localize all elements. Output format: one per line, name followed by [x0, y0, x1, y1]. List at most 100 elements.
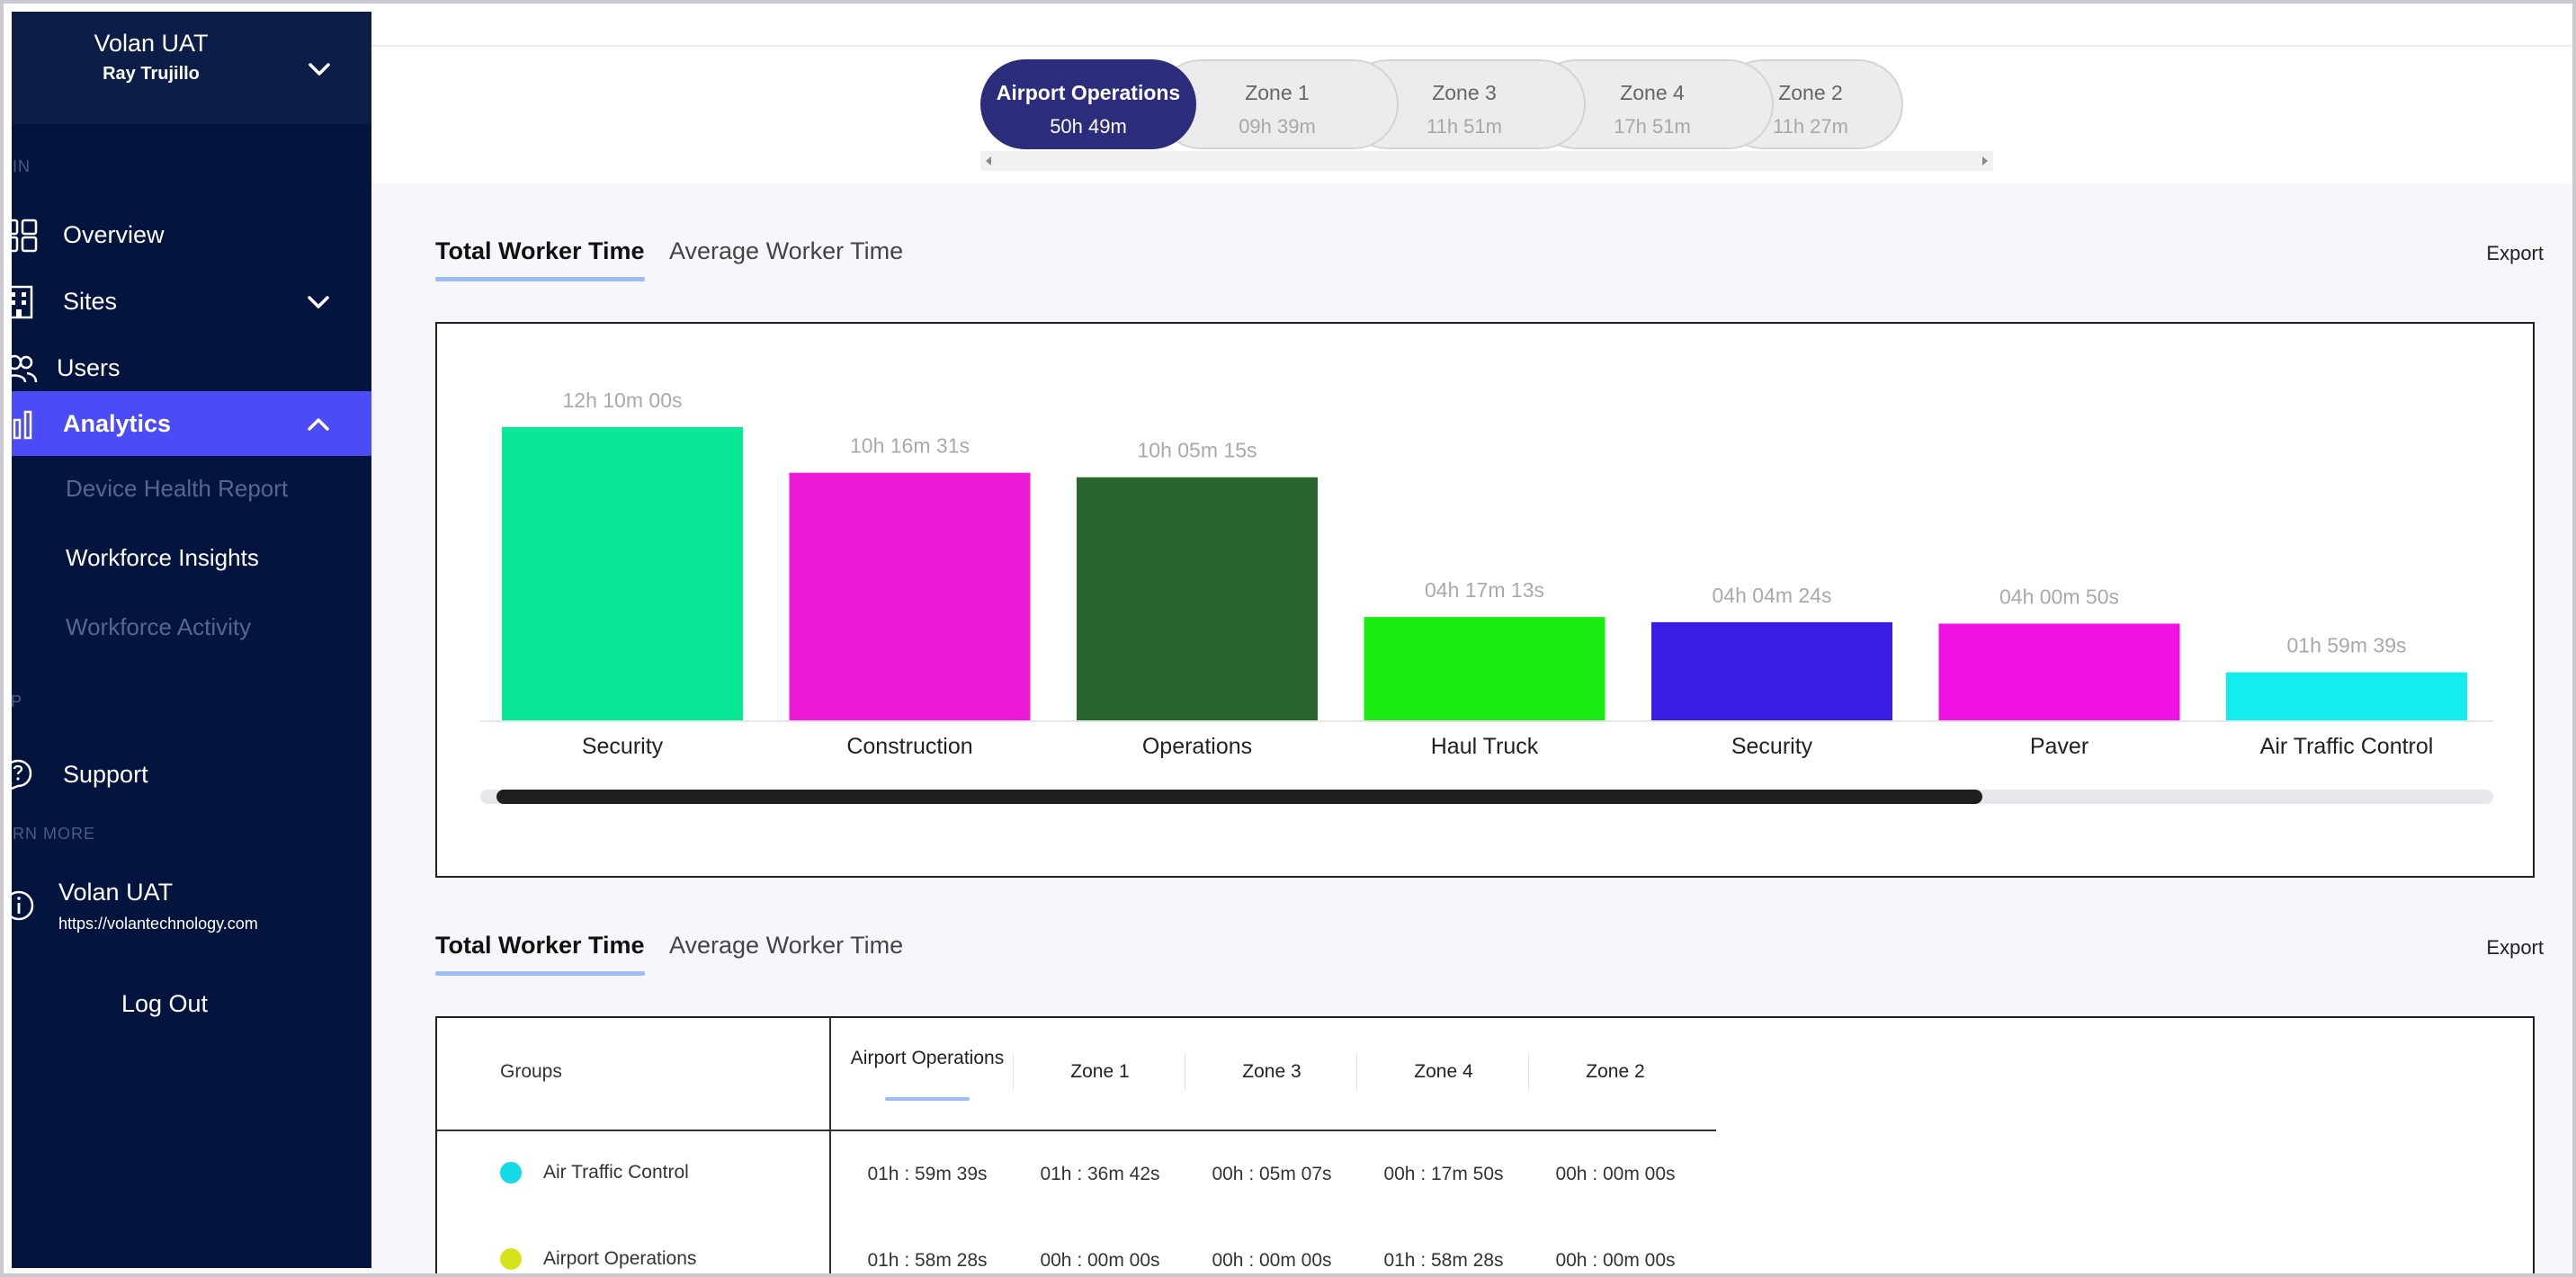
sidebar-item-label: Overview — [63, 220, 165, 248]
table-row-group[interactable]: Airport Operations — [543, 1248, 697, 1269]
table-cell: 00h : 00m 00s — [1212, 1250, 1332, 1271]
chevron-up-icon[interactable] — [301, 407, 335, 442]
chevron-down-icon[interactable] — [301, 285, 335, 319]
org-name: Volan UAT — [94, 30, 209, 57]
sidebar-item-analytics[interactable]: Analytics — [12, 391, 371, 456]
table-cell: 01h : 58m 28s — [1383, 1250, 1504, 1271]
sidebar-item-label: Users — [57, 353, 121, 381]
table-cell: 00h : 17m 50s — [1383, 1164, 1504, 1184]
tab-total-worker-time[interactable]: Total Worker Time — [435, 237, 645, 281]
scroll-right-arrow-icon[interactable] — [1982, 156, 1988, 165]
worker-time-chart: 12h 10m 00s Security 10h 16m 31s Constructi… — [435, 322, 2535, 878]
main-content: Zone 2 11h 27m Zone 4 17h 51m Zone 3 11h… — [371, 0, 2572, 1277]
zone-name: Zone 1 — [1245, 81, 1310, 104]
category-label: Construction — [846, 734, 972, 759]
bar-value-label: 10h 16m 31s — [850, 434, 970, 458]
bar-value-label: 04h 17m 13s — [1425, 578, 1544, 602]
users-icon — [12, 354, 38, 383]
zone-pill-airport-operations[interactable]: Airport Operations 50h 49m — [980, 59, 1196, 149]
sidebar-item-label: Support — [63, 760, 148, 788]
zone-name: Zone 2 — [1778, 81, 1843, 104]
bar-chart: 12h 10m 00s Security 10h 16m 31s Constructi… — [480, 388, 2493, 759]
grid-icon — [12, 219, 38, 253]
header-column-zone-3[interactable]: Zone 3 — [1242, 1061, 1301, 1082]
group-color-dot — [500, 1248, 522, 1270]
zone-time: 11h 27m — [1773, 115, 1848, 138]
chart-bar[interactable] — [2226, 672, 2467, 720]
sidebar-item-about[interactable]: Volan UAT https://volantechnology.com — [12, 875, 371, 947]
sidebar-subitem-workforce-activity[interactable]: Workforce Activity — [66, 613, 252, 640]
header-divider — [437, 1130, 1716, 1131]
section-learn-more-label: ARN MORE — [12, 825, 96, 843]
table-cell: 00h : 05m 07s — [1212, 1164, 1332, 1184]
chart-scrollbar-thumb[interactable] — [496, 790, 1982, 804]
zone-name: Zone 3 — [1432, 81, 1497, 104]
sidebar-item-sites[interactable]: Sites — [12, 269, 371, 334]
user-name: Ray Trujillo — [103, 64, 200, 84]
sidebar-item-overview[interactable]: Overview — [12, 202, 371, 267]
zone-selector: Zone 2 11h 27m Zone 4 17h 51m Zone 3 11h… — [371, 47, 2572, 183]
zone-time: 50h 49m — [1050, 115, 1127, 138]
header-column-zone-4[interactable]: Zone 4 — [1414, 1061, 1473, 1082]
category-label: Security — [1731, 734, 1813, 759]
chevron-down-icon[interactable] — [301, 51, 337, 87]
org-switcher[interactable]: Volan UAT Ray Trujillo — [12, 12, 371, 124]
table-cell: 01h : 58m 28s — [867, 1250, 988, 1271]
sidebar-item-support[interactable]: Support — [12, 742, 371, 807]
building-icon — [12, 285, 33, 319]
chart-bar[interactable] — [1938, 623, 2180, 720]
section-main-label: AIN — [12, 157, 31, 175]
header-groups[interactable]: Groups — [500, 1061, 562, 1082]
sidebar-subitem-device-health[interactable]: Device Health Report — [66, 475, 289, 502]
category-label: Haul Truck — [1431, 734, 1539, 759]
category-label: Air Traffic Control — [2260, 734, 2434, 759]
tab-total-worker-time[interactable]: Total Worker Time — [435, 932, 645, 976]
table-cell: 00h : 00m 00s — [1040, 1250, 1160, 1271]
worker-time-table: Groups Airport Operations Zone 1 Zone 3 … — [435, 1016, 2535, 1277]
table-cell: 00h : 00m 00s — [1555, 1164, 1676, 1184]
zone-time: 09h 39m — [1239, 115, 1316, 138]
section-help-label: LP — [12, 692, 23, 710]
header-column-zone-1[interactable]: Zone 1 — [1070, 1061, 1130, 1082]
table-export-button[interactable]: Export — [2486, 936, 2544, 959]
table-row-group[interactable]: Air Traffic Control — [543, 1162, 689, 1183]
sidebar-item-users[interactable]: Users — [12, 335, 371, 400]
header-separator — [1013, 1054, 1014, 1090]
chart-export-button[interactable]: Export — [2486, 242, 2544, 264]
category-label: Operations — [1142, 734, 1252, 759]
support-chat-icon — [12, 759, 32, 790]
bar-value-label: 12h 10m 00s — [563, 388, 683, 412]
chart-bar[interactable] — [1364, 617, 1606, 720]
zone-pill-zone-1[interactable]: Zone 1 09h 39m — [1156, 59, 1399, 149]
category-label: Security — [582, 734, 664, 759]
bar-value-label: 04h 00m 50s — [1999, 585, 2119, 608]
header-separator — [1528, 1054, 1529, 1090]
chart-bar[interactable] — [502, 427, 743, 720]
category-label: Paver — [2030, 734, 2089, 759]
chart-scrollbar[interactable] — [480, 790, 2493, 804]
sidebar-item-label: Sites — [63, 287, 118, 315]
chart-bar[interactable] — [1651, 621, 1892, 720]
zone-scrollbar[interactable] — [980, 151, 1993, 171]
bar-value-label: 04h 04m 24s — [1713, 584, 1832, 607]
bar-value-label: 01h 59m 39s — [2287, 634, 2407, 657]
table-cell: 01h : 59m 39s — [867, 1164, 988, 1184]
scroll-left-arrow-icon[interactable] — [986, 156, 991, 165]
chart-bar[interactable] — [1077, 477, 1318, 720]
about-url[interactable]: https://volantechnology.com — [58, 915, 258, 933]
chart-bar[interactable] — [789, 472, 1031, 720]
table-cell: 00h : 00m 00s — [1555, 1250, 1676, 1271]
sidebar: Volan UAT Ray Trujillo AIN Overview Site… — [12, 12, 371, 1268]
column-divider — [829, 1018, 831, 1277]
tab-average-worker-time[interactable]: Average Worker Time — [669, 237, 904, 264]
logout-button[interactable]: Log Out — [121, 990, 209, 1017]
header-column-airport-operations[interactable]: Airport Operations — [850, 1048, 1005, 1068]
table-cell: 01h : 36m 42s — [1040, 1164, 1160, 1184]
top-header — [371, 0, 2572, 47]
zone-time: 11h 51m — [1427, 115, 1502, 138]
zone-name: Airport Operations — [996, 81, 1181, 104]
bar-value-label: 10h 05m 15s — [1138, 439, 1257, 462]
tab-average-worker-time[interactable]: Average Worker Time — [669, 932, 904, 959]
sidebar-subitem-workforce-insights[interactable]: Workforce Insights — [66, 544, 259, 571]
header-column-zone-2[interactable]: Zone 2 — [1586, 1061, 1645, 1082]
